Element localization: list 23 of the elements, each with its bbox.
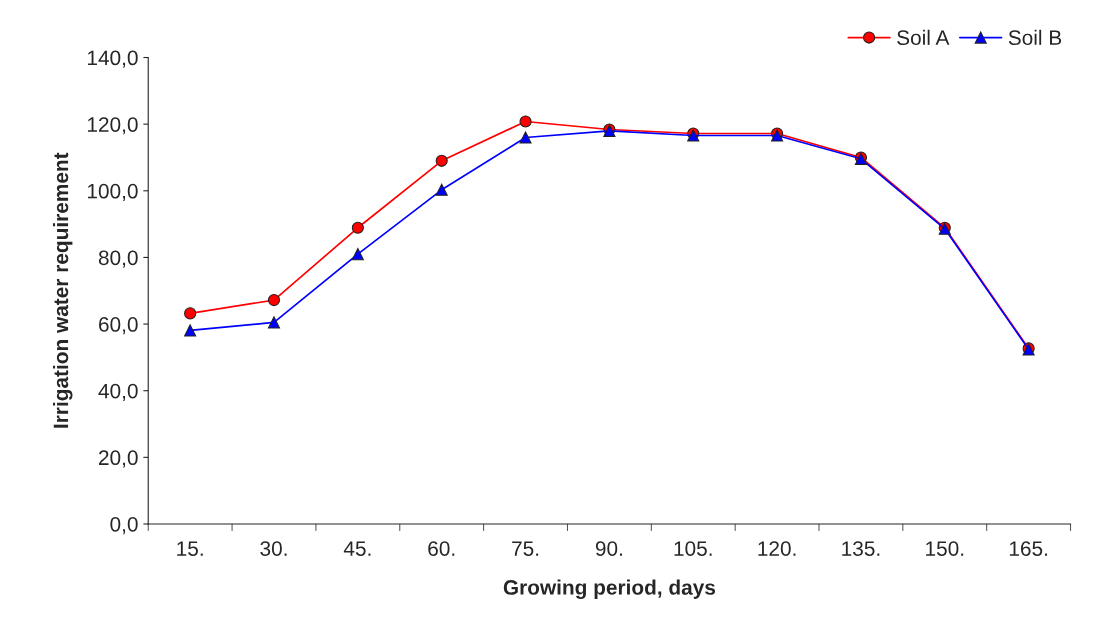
y-tick-label: 120,0 (87, 117, 138, 135)
y-tick-label: 0,0 (110, 516, 138, 535)
x-tick-label: 105. (674, 541, 712, 556)
x-tick-label: 75. (512, 541, 539, 556)
y-tick-label: 40,0 (98, 383, 138, 401)
x-tick-label: 165. (1009, 541, 1047, 556)
y-tick-label: 80,0 (98, 250, 138, 268)
x-tick-label: 15. (177, 541, 203, 556)
x-tick-label: 60. (428, 541, 455, 556)
y-tick-label: 20,0 (99, 450, 138, 468)
legend-label: Soil A (897, 29, 950, 46)
y-tick-label: 140,0 (87, 50, 138, 68)
y-tick-label: 60,0 (99, 317, 138, 335)
x-tick-label: 135. (842, 541, 880, 556)
x-tick-label: 120. (758, 541, 796, 556)
x-tick-label: 150. (926, 541, 964, 556)
y-axis-title: Irrigation water requirement (52, 152, 73, 428)
legend-label: Soil B (1008, 29, 1062, 46)
y-tick-label: 100,0 (87, 183, 138, 201)
x-tick-label: 30. (260, 541, 287, 556)
x-tick-label: 45. (343, 541, 371, 556)
x-tick-label: 90. (595, 541, 622, 556)
x-axis-title: Growing period, days (503, 579, 716, 600)
